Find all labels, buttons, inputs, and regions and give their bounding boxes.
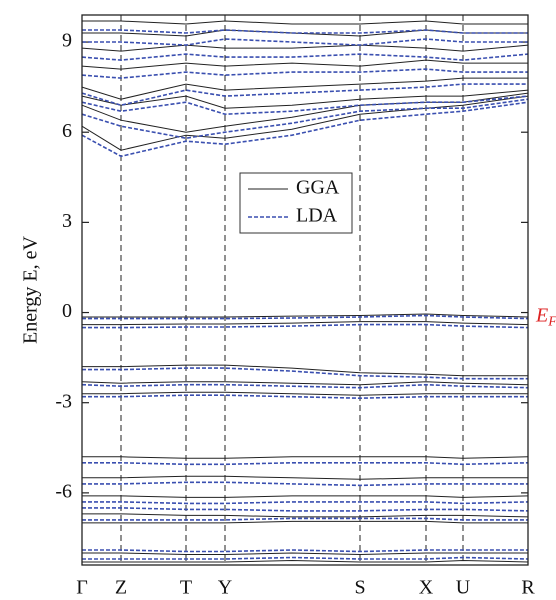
band-line xyxy=(82,475,528,480)
y-tick-label: 9 xyxy=(62,30,72,52)
plot-frame xyxy=(81,14,529,566)
legend-box xyxy=(239,172,353,234)
band-line xyxy=(82,20,528,25)
band-line xyxy=(82,501,529,505)
x-tick-label: S xyxy=(354,577,365,599)
band-line xyxy=(82,559,529,563)
band-line xyxy=(82,323,529,329)
band-line xyxy=(82,462,529,466)
band-line xyxy=(82,517,528,521)
band-line xyxy=(82,552,528,556)
band-line xyxy=(81,381,529,386)
band-line xyxy=(81,95,529,116)
band-line xyxy=(82,391,528,396)
band-line xyxy=(82,495,529,498)
x-tick-label: Y xyxy=(218,577,232,599)
band-line xyxy=(81,44,529,52)
band-line xyxy=(82,481,528,487)
x-tick-label: Z xyxy=(115,577,127,599)
band-line xyxy=(81,89,529,109)
y-tick-label: 0 xyxy=(62,300,72,322)
band-line xyxy=(81,83,528,107)
band-line xyxy=(81,77,528,100)
y-axis-label: Energy E, eV xyxy=(20,235,42,343)
band-line xyxy=(81,101,529,158)
band-line xyxy=(82,367,528,380)
y-tick-label: 3 xyxy=(62,210,72,232)
band-line xyxy=(82,313,529,318)
fermi-label-main: E xyxy=(535,304,548,326)
band-line xyxy=(82,29,528,34)
legend-label: GGA xyxy=(296,177,340,199)
y-tick-label: -6 xyxy=(55,480,72,502)
legend-label: LDA xyxy=(296,205,338,227)
band-line xyxy=(82,549,528,553)
x-tick-label: R xyxy=(521,577,535,599)
band-line xyxy=(82,394,528,400)
fermi-label-sub: F xyxy=(547,315,556,330)
x-tick-label: X xyxy=(419,577,434,599)
band-line xyxy=(82,520,528,524)
band-line xyxy=(81,98,529,140)
fermi-label: EF xyxy=(535,304,556,330)
band-line xyxy=(82,556,529,560)
band-line xyxy=(82,364,528,377)
x-tick-label: T xyxy=(180,577,192,599)
band-line xyxy=(82,456,529,459)
band-line xyxy=(82,38,528,46)
band-line xyxy=(82,314,529,320)
band-line xyxy=(82,507,529,512)
y-tick-label: 6 xyxy=(62,120,72,142)
y-tick-label: -3 xyxy=(55,390,72,412)
band-line xyxy=(81,95,529,151)
band-line xyxy=(81,383,529,389)
band-line xyxy=(81,68,528,79)
band-line xyxy=(82,513,529,518)
band-line xyxy=(81,59,528,70)
band-line xyxy=(82,321,529,326)
x-tick-label: U xyxy=(456,577,471,599)
band-line xyxy=(81,53,529,61)
x-tick-label: Γ xyxy=(76,577,88,599)
